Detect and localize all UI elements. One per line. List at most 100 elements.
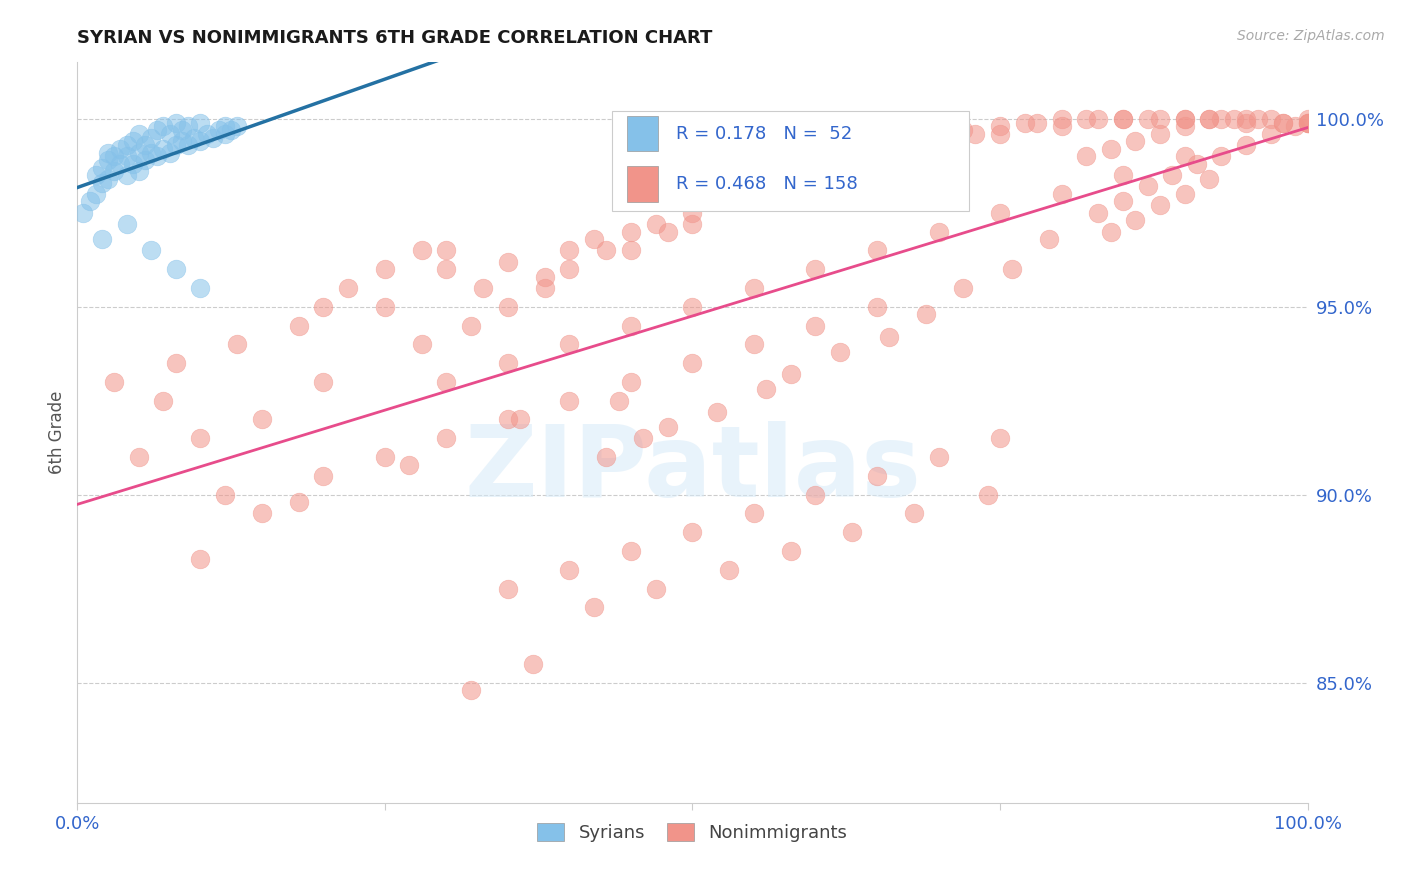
Point: [558, 337, 581, 351]
Text: R = 0.468   N = 158: R = 0.468 N = 158: [676, 175, 858, 193]
Point: [742, 186, 765, 201]
Point: [226, 337, 249, 351]
Point: [84, 168, 107, 182]
Point: [890, 142, 912, 156]
Point: [607, 393, 630, 408]
Point: [558, 563, 581, 577]
Point: [188, 115, 212, 129]
Point: [97, 145, 120, 160]
Text: SYRIAN VS NONIMMIGRANTS 6TH GRADE CORRELATION CHART: SYRIAN VS NONIMMIGRANTS 6TH GRADE CORREL…: [77, 29, 713, 47]
Point: [288, 318, 311, 333]
Point: [965, 127, 987, 141]
Point: [103, 164, 125, 178]
Point: [115, 217, 138, 231]
Point: [682, 217, 704, 231]
Point: [866, 157, 889, 171]
Point: [115, 138, 138, 153]
Point: [1260, 112, 1282, 126]
Point: [121, 157, 143, 171]
Point: [312, 468, 335, 483]
Point: [988, 127, 1011, 141]
Point: [128, 450, 150, 464]
Point: [79, 194, 101, 209]
Point: [134, 153, 156, 168]
Point: [374, 262, 396, 277]
Point: [583, 232, 606, 246]
Point: [657, 420, 679, 434]
Point: [460, 683, 482, 698]
Point: [1136, 112, 1159, 126]
Point: [1260, 127, 1282, 141]
Point: [977, 488, 1000, 502]
Point: [830, 157, 852, 171]
Point: [804, 262, 827, 277]
Point: [496, 356, 519, 370]
Point: [72, 206, 94, 220]
Point: [110, 157, 132, 171]
Point: [128, 127, 150, 141]
Point: [436, 375, 458, 389]
Y-axis label: 6th Grade: 6th Grade: [48, 391, 66, 475]
Point: [706, 194, 728, 209]
Point: [1284, 120, 1306, 134]
Point: [928, 225, 950, 239]
Point: [141, 145, 163, 160]
Point: [1234, 138, 1257, 153]
Point: [90, 161, 114, 175]
Point: [1211, 149, 1233, 163]
Point: [1112, 112, 1135, 126]
Point: [1038, 232, 1060, 246]
Point: [1174, 149, 1197, 163]
Point: [374, 300, 396, 314]
Point: [374, 450, 396, 464]
Point: [250, 507, 273, 521]
Point: [718, 563, 741, 577]
Point: [1161, 168, 1184, 182]
Point: [188, 281, 212, 295]
Point: [804, 168, 827, 182]
Point: [195, 127, 218, 141]
Point: [1198, 112, 1220, 126]
Point: [1174, 112, 1197, 126]
Point: [928, 450, 950, 464]
Point: [620, 544, 643, 558]
Point: [1001, 262, 1024, 277]
Point: [472, 281, 495, 295]
Point: [1296, 115, 1319, 129]
Point: [496, 412, 519, 426]
FancyBboxPatch shape: [613, 111, 969, 211]
Point: [830, 344, 852, 359]
Point: [866, 300, 889, 314]
Point: [928, 138, 950, 153]
Point: [146, 149, 169, 163]
Point: [682, 525, 704, 540]
Point: [436, 431, 458, 445]
Point: [1087, 112, 1109, 126]
Point: [1136, 179, 1159, 194]
Point: [1112, 168, 1135, 182]
Point: [1076, 112, 1098, 126]
Point: [128, 145, 150, 160]
Point: [1174, 120, 1197, 134]
Point: [682, 206, 704, 220]
Point: [595, 244, 617, 258]
Point: [534, 269, 557, 284]
Point: [312, 300, 335, 314]
Point: [460, 318, 482, 333]
Point: [1125, 213, 1147, 227]
Point: [134, 138, 156, 153]
Point: [152, 120, 174, 134]
Point: [988, 431, 1011, 445]
Point: [742, 507, 765, 521]
Point: [97, 153, 120, 168]
Point: [208, 123, 231, 137]
Point: [398, 458, 420, 472]
Point: [1198, 172, 1220, 186]
Point: [1211, 112, 1233, 126]
Point: [866, 468, 889, 483]
Point: [1014, 115, 1036, 129]
Point: [141, 130, 163, 145]
Point: [804, 318, 827, 333]
Point: [657, 225, 679, 239]
Point: [159, 127, 181, 141]
